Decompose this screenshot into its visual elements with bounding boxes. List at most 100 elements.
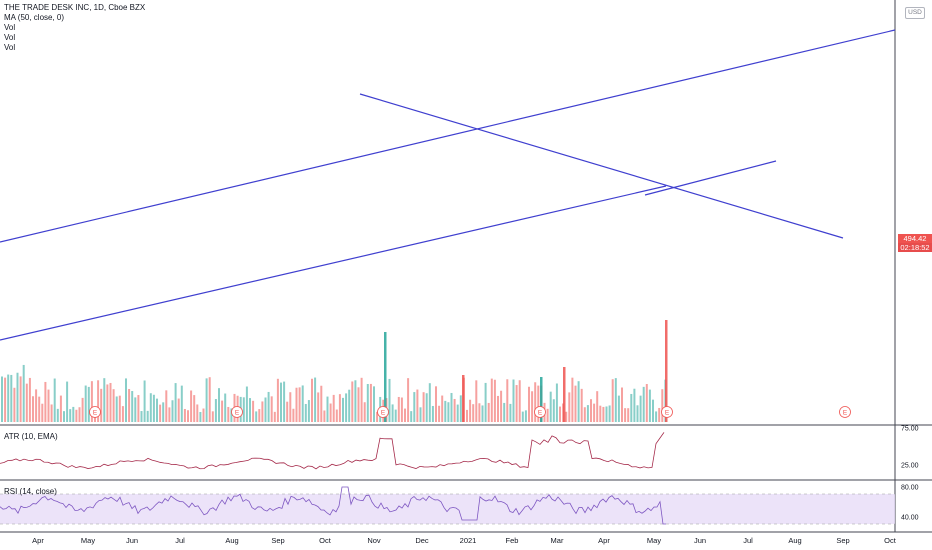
volume-bar — [1, 376, 3, 422]
volume-bar — [224, 393, 227, 422]
volume-bar — [531, 391, 534, 422]
volume-bar — [252, 400, 255, 422]
volume-bar — [357, 387, 360, 422]
volume-bar — [528, 386, 530, 422]
volume-bar — [590, 399, 592, 422]
volume-bar — [171, 400, 174, 422]
volume-bar — [10, 374, 13, 422]
time-axis-label: Nov — [367, 536, 381, 545]
volume-bar — [586, 405, 589, 422]
volume-bar — [484, 382, 487, 422]
earnings-marker[interactable] — [534, 406, 546, 418]
atr-pane-label[interactable]: ATR (10, EMA) — [4, 432, 58, 441]
earnings-marker[interactable] — [231, 406, 243, 418]
volume-bar — [249, 398, 251, 422]
volume-bar — [422, 392, 425, 422]
volume-bar — [636, 405, 639, 422]
volume-bar — [500, 390, 503, 422]
volume-bar — [242, 397, 245, 422]
volume-bar — [75, 409, 78, 422]
volume-bar — [317, 392, 320, 422]
volume-bar — [580, 388, 583, 422]
trendline[interactable] — [359, 93, 844, 239]
volume-bar — [69, 409, 72, 422]
volume-bar — [270, 396, 273, 422]
volume-bar — [624, 408, 627, 422]
study-ma-label[interactable]: MA (50, close, 0) — [4, 13, 65, 22]
volume-bar — [208, 377, 211, 422]
symbol-title: THE TRADE DESK INC, 1D, Cboe BZX — [4, 3, 146, 12]
volume-bar — [41, 403, 44, 422]
study-vol-label-3[interactable]: Vol — [4, 43, 16, 52]
earnings-marker[interactable] — [89, 406, 101, 418]
volume-spike — [563, 367, 566, 422]
volume-spike — [462, 375, 465, 422]
volume-bar — [407, 378, 410, 422]
earnings-marker[interactable] — [839, 406, 851, 418]
volume-bar — [25, 383, 28, 422]
volume-bar — [165, 390, 168, 422]
volume-bar — [258, 409, 261, 422]
time-axis-label: Feb — [506, 536, 519, 545]
trendline[interactable] — [0, 29, 896, 243]
earnings-marker-label: E — [235, 410, 240, 417]
volume-bar — [289, 392, 292, 422]
volume-bar — [518, 380, 521, 422]
volume-bar — [583, 407, 586, 422]
volume-bar — [416, 389, 419, 422]
volume-bar — [47, 389, 50, 422]
volume-bar — [400, 397, 403, 422]
earnings-marker[interactable] — [661, 406, 673, 418]
rsi-pane-label[interactable]: RSI (14, close) — [4, 487, 57, 496]
time-axis-label: Jul — [743, 536, 753, 545]
rsi-tick-label: 40.00 — [901, 515, 919, 522]
volume-bar — [552, 399, 555, 422]
volume-bar — [388, 378, 391, 422]
volume-bar — [214, 399, 217, 422]
volume-bar — [13, 387, 16, 422]
volume-bar — [428, 383, 431, 422]
last-price-value: 494.42 — [903, 234, 927, 243]
volume-bar — [338, 394, 341, 422]
volume-spike — [665, 320, 668, 422]
volume-bar — [230, 408, 233, 422]
time-axis-label: Mar — [551, 536, 564, 545]
rsi-line[interactable] — [0, 486, 666, 525]
earnings-marker[interactable] — [377, 406, 389, 418]
volume-bar — [633, 388, 636, 422]
volume-bar — [125, 378, 127, 422]
trendline[interactable] — [0, 185, 667, 341]
volume-bar — [366, 384, 369, 422]
volume-bar — [596, 391, 599, 422]
volume-bar — [571, 377, 574, 422]
trendline[interactable] — [644, 160, 777, 196]
volume-bar — [298, 387, 301, 422]
volume-bar — [521, 411, 524, 422]
atr-tick-label: 25.00 — [901, 463, 919, 470]
volume-bar — [413, 392, 416, 422]
earnings-marker-label: E — [538, 410, 543, 417]
volume-bar — [261, 401, 264, 422]
volume-bar — [255, 411, 258, 422]
earnings-marker-label: E — [843, 410, 848, 417]
currency-label[interactable]: USD — [905, 7, 925, 19]
volume-bar — [354, 380, 357, 422]
volume-bar — [152, 394, 155, 422]
volume-bar — [602, 406, 605, 422]
volume-bar — [121, 406, 124, 422]
volume-bar — [311, 378, 313, 422]
time-axis-label: Sep — [271, 536, 284, 545]
volume-bar — [419, 407, 422, 422]
volume-bar — [652, 399, 654, 422]
volume-bar — [19, 376, 22, 422]
volume-bar — [199, 411, 202, 422]
rsi-band — [0, 494, 895, 524]
atr-line[interactable] — [0, 432, 665, 470]
study-vol-label-1[interactable]: Vol — [4, 23, 16, 32]
symbol-legend[interactable]: THE TRADE DESK INC, 1D, Cboe BZX MA (50,… — [4, 3, 145, 53]
volume-bar — [320, 385, 323, 422]
rsi-tick-label: 80.00 — [901, 485, 919, 492]
study-vol-label-2[interactable]: Vol — [4, 33, 16, 42]
